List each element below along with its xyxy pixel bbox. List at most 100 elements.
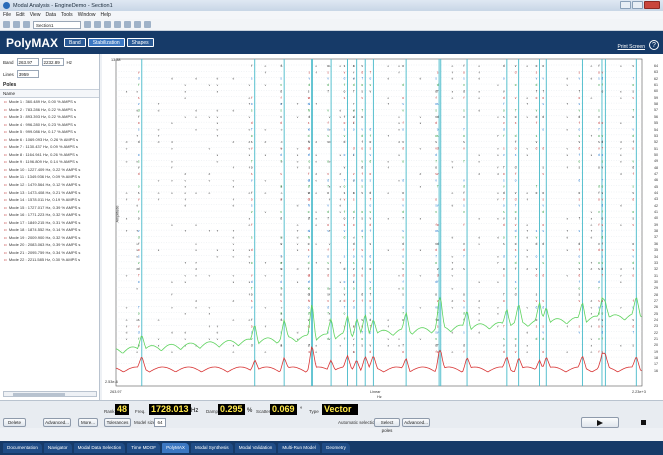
section-combo[interactable]: Section1	[33, 21, 81, 29]
save-icon[interactable]	[23, 21, 30, 28]
copy-icon[interactable]	[114, 21, 121, 28]
mode-list-item[interactable]: •• Mode 11 : 1349.936 Hz, 0.09 % AMPS s	[0, 173, 99, 181]
bottom-tab-geometry[interactable]: Geometry	[322, 443, 350, 453]
left-scrollbar[interactable]	[3, 391, 97, 397]
mode-list-item[interactable]: •• Mode 4 : 996.280 Hz, 0.23 % AMPS s	[0, 121, 99, 129]
pole-symbol: v	[251, 210, 253, 214]
help-icon[interactable]	[144, 21, 151, 28]
cut-icon[interactable]	[104, 21, 111, 28]
pole-symbol: s	[590, 216, 592, 220]
pole-symbol: o	[184, 191, 186, 195]
mode-list-item[interactable]: •• Mode 19 : 2009.900 Hz, 0.32 % AMPS s	[0, 234, 99, 242]
advanced-selection-button[interactable]: Advanced...	[402, 418, 430, 427]
mode-list-item[interactable]: •• Mode 22 : 2211.585 Hz, 0.30 % AMPS s	[0, 256, 99, 264]
undo-icon[interactable]	[84, 21, 91, 28]
print-screen-link[interactable]: Print Screen	[617, 44, 645, 50]
menu-help[interactable]: Help	[100, 12, 110, 18]
new-icon[interactable]	[3, 21, 10, 28]
tab-shapes[interactable]: Shapes	[127, 38, 154, 47]
mode-list-item[interactable]: •• Mode 6 : 1069.093 Hz, 0.26 % AMPS s	[0, 136, 99, 144]
menu-edit[interactable]: Edit	[16, 12, 25, 18]
model-order-label: 55	[654, 121, 658, 125]
pole-symbol: s	[280, 299, 282, 303]
mode-list-item[interactable]: •• Mode 12 : 1479.564 Hz, 0.12 % AMPS s	[0, 181, 99, 189]
mode-list-item[interactable]: •• Mode 9 : 1196.809 Hz, 0.14 % AMPS s	[0, 158, 99, 166]
pole-symbol: f	[463, 191, 465, 195]
minimize-button[interactable]	[620, 1, 631, 9]
bottom-tab-modal-validation[interactable]: Modal Validation	[235, 443, 277, 453]
pole-symbol: d	[280, 89, 282, 93]
menu-tools[interactable]: Tools	[61, 12, 73, 18]
model-size-input[interactable]: 64	[154, 418, 166, 427]
tab-band[interactable]: Band	[64, 38, 86, 47]
pole-symbol: f	[251, 286, 253, 290]
name-column-header[interactable]: Name	[0, 89, 99, 98]
app-icon	[3, 2, 10, 9]
pole-symbol: o	[478, 159, 480, 163]
mode-label: Mode 1 : 360.489 Hz, 0.00 % AMPS s	[9, 99, 76, 104]
band-from-input[interactable]: 263.97	[17, 58, 39, 66]
stop-icon[interactable]	[641, 420, 646, 425]
pole-symbol: s	[601, 159, 603, 163]
select-poles-button[interactable]: Select poles	[374, 418, 400, 427]
pole-symbol: s	[138, 128, 140, 132]
mode-list-item[interactable]: •• Mode 1 : 360.489 Hz, 0.00 % AMPS s	[0, 98, 99, 106]
menu-view[interactable]: View	[30, 12, 41, 18]
band-to-input[interactable]: 2232.89	[42, 58, 64, 66]
pole-symbol: d	[437, 274, 439, 278]
pole-symbol: s	[308, 197, 310, 201]
mode-list-item[interactable]: •• Mode 5 : 999.086 Hz, 0.17 % AMPS s	[0, 128, 99, 136]
maximize-button[interactable]	[632, 1, 643, 9]
mode-list-item[interactable]: •• Mode 18 : 1874.552 Hz, 0.14 % AMPS s	[0, 226, 99, 234]
next-step-button[interactable]	[581, 417, 619, 428]
mode-list-item[interactable]: •• Mode 14 : 1578.011 Hz, 0.19 % AMPS s	[0, 196, 99, 204]
delete-button[interactable]: Delete	[3, 418, 26, 427]
mode-list-item[interactable]: •• Mode 10 : 1227.409 Hz, 0.22 % AMPS s	[0, 166, 99, 174]
delete-icon[interactable]	[94, 21, 101, 28]
mode-list-item[interactable]: •• Mode 21 : 2095.759 Hz, 0.34 % AMPS s	[0, 249, 99, 257]
pole-symbol: o	[478, 318, 480, 322]
bottom-tab-time-mdof[interactable]: Time MDOF	[127, 443, 160, 453]
bottom-tab-modal-data-selection[interactable]: Modal Data Selection	[74, 443, 126, 453]
menu-data[interactable]: Data	[45, 12, 56, 18]
pole-symbol: o	[387, 159, 389, 163]
lines-input[interactable]: 3959	[17, 70, 39, 78]
bottom-tab-navigator[interactable]: Navigator	[44, 443, 72, 453]
mode-list-item[interactable]: •• Mode 7 : 1130.437 Hz, 0.09 % AMPS s	[0, 143, 99, 151]
close-button[interactable]	[644, 1, 660, 9]
help-button[interactable]: ?	[649, 40, 659, 50]
pole-symbol: s	[280, 172, 282, 176]
tolerances-button[interactable]: Tolerances	[104, 418, 131, 427]
mode-list-item[interactable]: •• Mode 13 : 1473.408 Hz, 0.21 % AMPS s	[0, 189, 99, 197]
tab-stabilization[interactable]: Stabilization	[88, 38, 125, 47]
pole-symbol: v	[208, 305, 210, 309]
mode-list-item[interactable]: •• Mode 20 : 2083.063 Hz, 0.39 % AMPS s	[0, 241, 99, 249]
mode-list-item[interactable]: •• Mode 8 : 1164.941 Hz, 0.26 % AMPS s	[0, 151, 99, 159]
bottom-tab-polymax[interactable]: PolyMAX	[162, 443, 189, 453]
pole-symbol: v	[208, 147, 210, 151]
mode-list-item[interactable]: •• Mode 16 : 1771.223 Hz, 0.32 % AMPS s	[0, 211, 99, 219]
more-button[interactable]: More...	[78, 418, 98, 427]
advanced-button[interactable]: Advanced...	[43, 418, 71, 427]
menu-window[interactable]: Window	[78, 12, 96, 18]
pole-symbol: d	[515, 166, 517, 170]
bottom-tab-documentation[interactable]: Documentation	[3, 443, 42, 453]
paste-icon[interactable]	[124, 21, 131, 28]
mode-list-item[interactable]: •• Mode 3 : 893.393 Hz, 0.22 % AMPS s	[0, 113, 99, 121]
mode-list-item[interactable]: •• Mode 17 : 1849.215 Hz, 0.31 % AMPS s	[0, 219, 99, 227]
pole-symbol: s	[515, 280, 517, 284]
mode-list-item[interactable]: •• Mode 2 : 783.286 Hz, 0.22 % AMPS s	[0, 106, 99, 114]
print-icon[interactable]	[134, 21, 141, 28]
pole-symbol: o	[590, 223, 592, 227]
mode-label: Mode 12 : 1479.564 Hz, 0.12 % AMPS s	[9, 182, 81, 187]
pole-symbol: f	[251, 96, 253, 100]
pole-symbol: o	[369, 299, 371, 303]
menu-file[interactable]: File	[3, 12, 11, 18]
mode-list-item[interactable]: •• Mode 15 : 1727.017 Hz, 0.39 % AMPS s	[0, 204, 99, 212]
pole-symbol: d	[297, 331, 299, 335]
bottom-tab-modal-synthesis[interactable]: Modal Synthesis	[191, 443, 233, 453]
open-icon[interactable]	[13, 21, 20, 28]
pole-symbol: f	[232, 197, 234, 201]
bottom-tab-multi-run-model[interactable]: Multi-Run Model	[278, 443, 319, 453]
stabilization-plot[interactable]: vdfsvdfosdosvdosvfovdfosvdfofosvdfofsfos…	[102, 54, 663, 400]
